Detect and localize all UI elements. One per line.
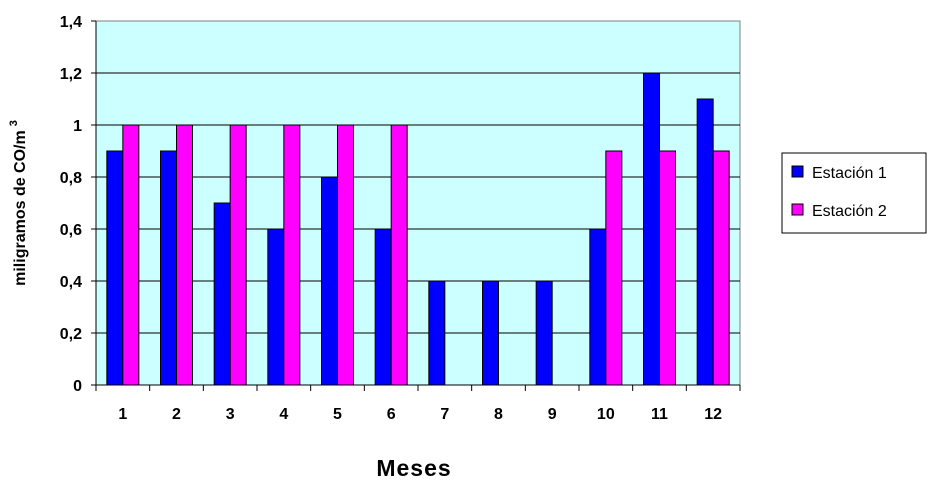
x-tick-label: 11 <box>651 406 668 423</box>
x-tick-label: 2 <box>172 406 181 423</box>
y-axis-title: miligramos de CO/m 3 <box>8 120 29 286</box>
x-tick-label: 6 <box>387 406 396 423</box>
legend-swatch <box>791 203 804 216</box>
bar <box>213 202 231 386</box>
x-axis-title: Meses <box>376 455 451 481</box>
bar <box>643 72 660 386</box>
bar <box>428 280 446 386</box>
bar <box>122 124 140 386</box>
y-tick-label: 0,2 <box>60 326 82 343</box>
bar <box>267 228 285 386</box>
y-tick-label: 1,2 <box>60 66 82 83</box>
y-tick-labels: 0 0,2 0,4 0,6 0,8 1 1,2 1,4 <box>60 14 82 395</box>
bar <box>589 228 607 386</box>
bar <box>176 124 193 386</box>
y-tick-label: 1 <box>73 118 82 135</box>
x-tick-label: 5 <box>333 406 342 423</box>
bar <box>535 280 553 386</box>
legend-label: Estación 2 <box>812 203 887 220</box>
bar <box>390 124 408 386</box>
plot-area <box>95 20 741 386</box>
y-tick-label: 0 <box>73 378 82 395</box>
bar <box>283 124 301 386</box>
bars <box>106 72 730 386</box>
bar <box>482 280 499 386</box>
legend-box <box>781 152 927 234</box>
bar <box>229 124 247 386</box>
x-tick-label: 8 <box>494 406 503 423</box>
y-tick-label: 0,4 <box>60 274 82 291</box>
bar <box>374 228 392 386</box>
x-tick-label: 1 <box>118 406 127 423</box>
bar <box>659 150 676 386</box>
bar <box>106 150 124 386</box>
y-tick-label: 0,6 <box>60 222 82 239</box>
x-tick-label: 10 <box>597 406 615 423</box>
y-axis-title-text: miligramos de CO/m <box>12 130 29 286</box>
legend: Estación 1 Estación 2 <box>781 152 927 234</box>
x-tick-label: 4 <box>279 406 288 423</box>
x-tick-label: 9 <box>548 406 557 423</box>
x-tick-label: 3 <box>226 406 235 423</box>
bar <box>321 176 338 386</box>
legend-swatch <box>791 165 804 178</box>
bar <box>337 124 354 386</box>
x-tick-label: 12 <box>704 406 722 423</box>
bar <box>605 150 623 386</box>
y-tick-label: 0,8 <box>60 170 82 187</box>
axes <box>91 20 741 391</box>
bar <box>696 98 714 386</box>
x-tick-labels: 1 2 3 4 5 6 7 8 9 10 11 12 <box>118 406 722 423</box>
bar <box>160 150 177 386</box>
y-tick-label: 1,4 <box>60 14 82 31</box>
bar <box>712 150 730 386</box>
x-tick-label: 7 <box>440 406 449 423</box>
legend-label: Estación 1 <box>812 165 887 182</box>
gridlines <box>96 72 740 334</box>
y-axis-title-superscript: 3 <box>8 120 20 126</box>
